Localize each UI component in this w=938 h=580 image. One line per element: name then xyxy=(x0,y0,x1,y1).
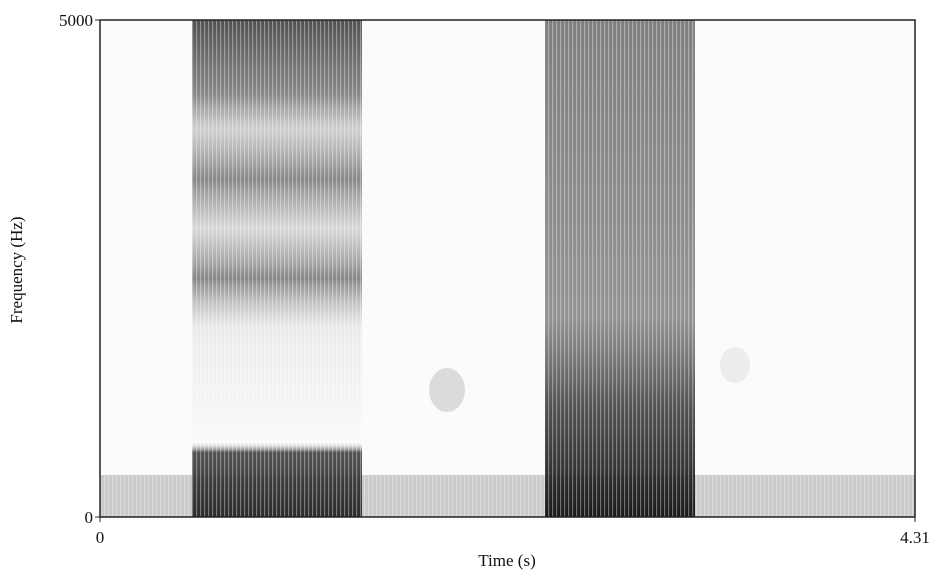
y-axis-label: Frequency (Hz) xyxy=(7,216,26,323)
plot-frame xyxy=(99,19,916,518)
y-tick-label: 5000 xyxy=(59,11,93,30)
x-tick-label: 4.31 xyxy=(900,528,930,547)
spectrogram-image xyxy=(100,20,915,517)
y-tick-label: 0 xyxy=(85,508,94,527)
x-axis-label: Time (s) xyxy=(478,551,535,570)
x-tick-label: 0 xyxy=(96,528,105,547)
